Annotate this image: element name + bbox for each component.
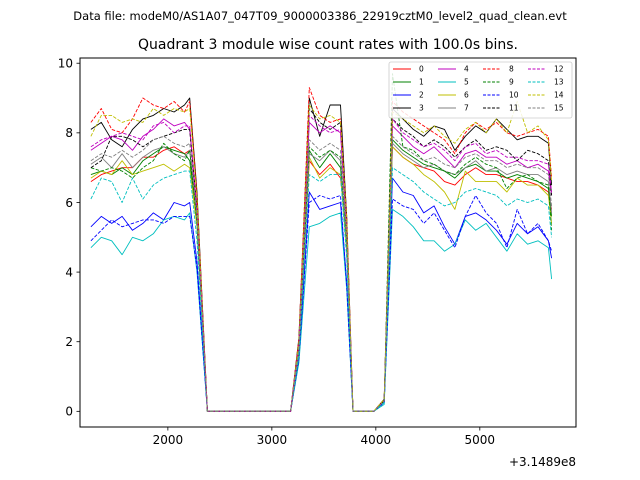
- legend-label-8: 8: [509, 65, 514, 74]
- series-line-12: [90, 114, 553, 412]
- figure-suptitle: Data file: modeM0/AS1A07_047T09_90000033…: [73, 9, 567, 23]
- series-line-0: [90, 146, 553, 412]
- series-line-14: [90, 101, 553, 412]
- series-line-1: [90, 139, 553, 412]
- legend-label-5: 5: [464, 78, 469, 87]
- legend-frame: [388, 61, 573, 119]
- legend-label-13: 13: [554, 78, 564, 87]
- x-axis: 2000 3000 4000 5000: [153, 427, 495, 447]
- legend-label-14: 14: [554, 91, 564, 100]
- y-tick-label: 8: [65, 126, 73, 140]
- series-layer: [90, 73, 553, 412]
- x-tick-label: 5000: [465, 433, 496, 447]
- series-line-3: [90, 97, 553, 412]
- series-line-2: [90, 177, 553, 412]
- legend-label-11: 11: [509, 104, 519, 113]
- series-line-11: [90, 108, 553, 412]
- legend-label-3: 3: [419, 104, 424, 113]
- x-tick-label: 2000: [153, 433, 184, 447]
- series-line-6: [90, 146, 553, 412]
- legend-label-0: 0: [419, 65, 424, 74]
- x-tick-label: 4000: [361, 433, 392, 447]
- series-line-9: [90, 73, 553, 412]
- legend-label-4: 4: [464, 65, 469, 74]
- legend-label-7: 7: [464, 104, 469, 113]
- legend-label-9: 9: [509, 78, 514, 87]
- y-tick-label: 4: [65, 265, 73, 279]
- x-tick-label: 3000: [257, 433, 288, 447]
- series-line-13: [90, 167, 553, 412]
- legend-label-1: 1: [419, 78, 424, 87]
- y-tick-label: 10: [58, 57, 73, 71]
- legend-label-12: 12: [554, 65, 564, 74]
- y-axis: 0 2 4 6 8 10: [58, 57, 80, 419]
- series-line-10: [90, 195, 553, 412]
- legend-label-10: 10: [509, 91, 519, 100]
- series-line-5: [90, 208, 553, 412]
- series-line-8: [90, 87, 553, 412]
- legend-label-15: 15: [554, 104, 564, 113]
- series-line-15: [90, 135, 553, 412]
- series-line-7: [90, 142, 553, 412]
- x-axis-offset-label: +3.1489e8: [509, 455, 576, 469]
- y-tick-label: 6: [65, 196, 73, 210]
- y-tick-label: 2: [65, 335, 73, 349]
- chart-title: Quadrant 3 module wise count rates with …: [138, 37, 518, 53]
- legend-label-6: 6: [464, 91, 469, 100]
- plot-area: [79, 57, 577, 428]
- y-tick-label: 0: [65, 405, 73, 419]
- legend-label-2: 2: [419, 91, 424, 100]
- axes-frame: [79, 57, 577, 428]
